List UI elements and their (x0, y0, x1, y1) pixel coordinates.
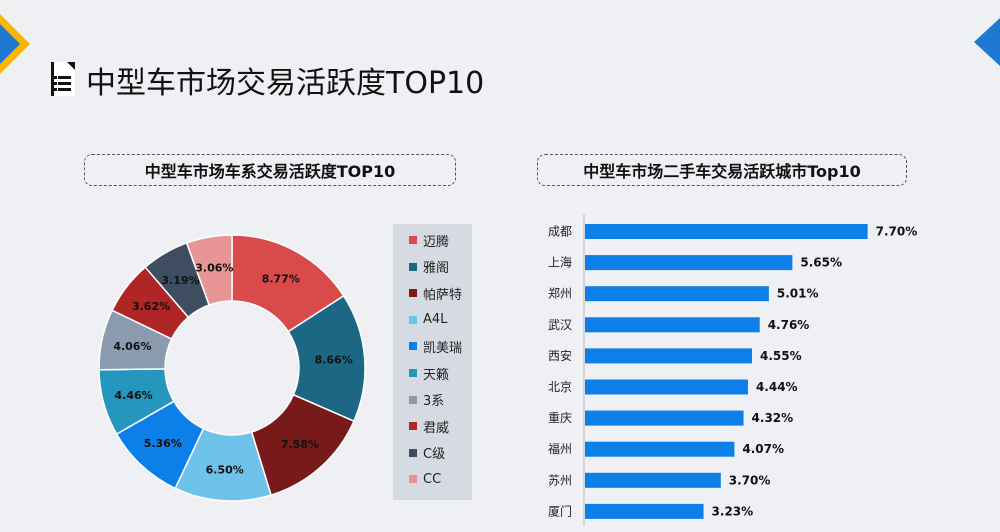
bar-category-label: 上海 (548, 255, 572, 270)
legend-item: 迈腾 (409, 232, 450, 250)
legend-swatch (409, 395, 417, 404)
bar-value-label: 4.55% (760, 349, 802, 363)
legend-swatch (409, 448, 417, 457)
legend-label: 天籁 (423, 367, 450, 383)
legend-item: 天籁 (409, 365, 450, 383)
bar-7 (585, 441, 735, 457)
bar-value-label: 4.44% (756, 380, 798, 394)
bar-5 (585, 379, 748, 395)
bar-chart-title: 中型车市场二手车交易活跃城市Top10 (537, 154, 907, 186)
bar-value-label: 3.70% (729, 473, 771, 487)
bar-category-label: 福州 (548, 441, 572, 456)
bar-category-label: 武汉 (548, 318, 572, 332)
legend-item: A4L (409, 312, 447, 328)
legend-label: CC (423, 471, 442, 487)
bar-value-label: 4.76% (768, 318, 810, 332)
donut-slice-9 (185, 234, 233, 306)
bar-chart: 成都 7.70% 上海 5.65% 郑州 5.01% 武汉 4.76% 西安 4.55% 北京 4.4… (548, 214, 918, 526)
bar-value-label: 7.70% (876, 225, 918, 239)
corner-decoration-blue (0, 24, 20, 64)
donut-slice-label: 3.62% (132, 300, 170, 313)
bar-category-label: 西安 (548, 348, 572, 363)
bar-0 (585, 224, 868, 239)
donut-slice-label: 4.06% (113, 340, 151, 353)
bar-category-label: 北京 (548, 380, 572, 394)
legend-swatch (409, 315, 417, 324)
donut-slice-label: 6.50% (206, 464, 244, 477)
bar-9 (585, 503, 704, 519)
corner-decoration-right (974, 18, 1000, 66)
legend-label: 帕萨特 (423, 287, 463, 303)
legend-item: 帕萨特 (409, 285, 463, 303)
legend-swatch (409, 369, 417, 377)
legend-item: 凯美瑞 (409, 338, 463, 356)
donut-slice-label: 5.36% (144, 437, 182, 450)
legend-label: 雅阁 (423, 261, 450, 277)
bar-value-label: 5.65% (800, 256, 842, 270)
donut-chart: 8.77% 8.66% 7.58% 6.50% 5.36% 4.46% 4.06% 3.62%… (98, 234, 366, 502)
donut-slice-label: 4.46% (115, 389, 153, 402)
donut-slice-label: 8.66% (315, 354, 353, 367)
legend-label: 君威 (423, 420, 450, 436)
donut-legend: 迈腾雅阁帕萨特 A4L 凯美瑞天籁 3系君威 C级 CC (393, 224, 472, 500)
legend-label: 凯美瑞 (423, 340, 463, 356)
bar-6 (585, 410, 744, 426)
legend-label: 迈腾 (423, 234, 450, 250)
bar-category-label: 重庆 (548, 411, 572, 425)
legend-swatch (409, 422, 417, 431)
donut-chart-title: 中型车市场车系交易活跃度TOP10 (84, 154, 456, 186)
bar-category-label: 苏州 (548, 473, 572, 487)
legend-swatch (409, 289, 417, 298)
page-title: 中型车市场交易活跃度TOP10 (86, 66, 485, 101)
donut-slice-label: 7.58% (281, 438, 319, 451)
legend-item: 君威 (409, 418, 450, 436)
bar-2 (585, 286, 769, 302)
legend-item: CC (409, 471, 441, 487)
bar-8 (585, 472, 721, 488)
bar-category-label: 成都 (548, 225, 572, 239)
legend-label: C级 (423, 447, 446, 463)
legend-label: 3系 (423, 394, 445, 410)
bar-category-label: 郑州 (548, 286, 572, 301)
legend-item: 3系 (409, 392, 445, 410)
legend-item: C级 (409, 445, 446, 463)
legend-swatch (409, 262, 417, 271)
bar-4 (585, 348, 752, 364)
legend-label: A4L (423, 312, 448, 328)
donut-slice-label: 3.06% (195, 262, 233, 275)
legend-swatch (409, 342, 417, 351)
bar-value-label: 3.23% (712, 504, 754, 518)
legend-swatch (409, 475, 417, 484)
bar-3 (585, 317, 760, 333)
legend-item: 雅阁 (409, 259, 450, 277)
bar-1 (585, 255, 793, 271)
bar-category-label: 厦门 (548, 503, 572, 518)
bar-value-label: 5.01% (777, 287, 819, 301)
donut-slice-label: 3.19% (161, 274, 199, 287)
document-list-icon (51, 62, 75, 96)
bar-value-label: 4.07% (742, 442, 784, 456)
legend-swatch (409, 236, 417, 244)
bar-value-label: 4.32% (752, 411, 794, 425)
donut-slice-label: 8.77% (262, 272, 300, 285)
